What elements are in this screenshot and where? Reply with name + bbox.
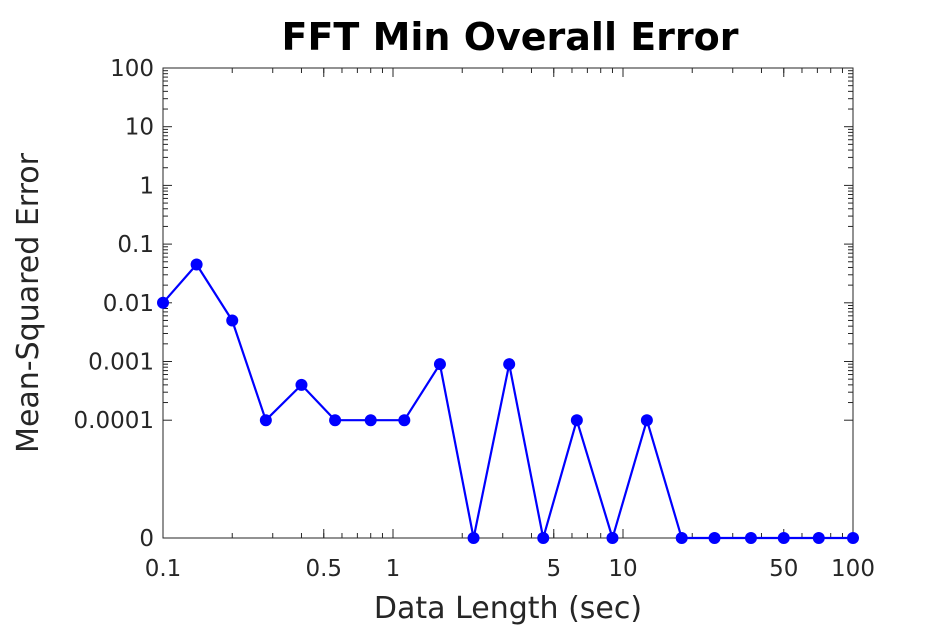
x-tick-label: 5 <box>546 556 561 582</box>
y-tick-label: 1 <box>139 173 154 199</box>
data-point <box>190 258 203 271</box>
x-axis-label: Data Length (sec) <box>374 591 642 626</box>
y-tick-label: 0.01 <box>103 291 154 317</box>
x-tick-label: 50 <box>769 556 798 582</box>
x-tick-label: 0.1 <box>145 556 182 582</box>
data-point <box>467 532 480 544</box>
data-point <box>777 532 790 544</box>
x-tick-label: 10 <box>608 556 637 582</box>
x-tick-label: 1 <box>386 556 401 582</box>
data-point <box>433 358 446 371</box>
data-point <box>847 532 859 544</box>
data-point <box>675 532 688 544</box>
y-tick-label: 10 <box>125 115 154 141</box>
data-point <box>744 532 757 544</box>
data-point <box>295 378 308 391</box>
y-tick-label: 0.1 <box>117 232 154 258</box>
y-axis-label: Mean-Squared Error <box>11 152 46 453</box>
data-point <box>812 532 825 544</box>
data-point <box>708 532 721 544</box>
data-point <box>259 414 272 427</box>
y-tick-label: 100 <box>110 56 154 82</box>
x-tick-label: 0.5 <box>305 556 342 582</box>
x-tick-label: 100 <box>831 556 875 582</box>
chart-title: FFT Min Overall Error <box>282 15 739 59</box>
x-axis: 0.1 0.5 1 5 10 50 100 <box>145 68 875 582</box>
data-point <box>640 414 653 427</box>
series-group <box>157 258 859 544</box>
data-point <box>503 358 516 371</box>
data-point <box>364 414 377 427</box>
data-point <box>226 314 239 327</box>
data-point <box>398 414 411 427</box>
y-axis: 0 0.0001 0.001 0.01 0.1 1 10 100 <box>74 56 853 552</box>
y-tick-label: 0 <box>139 526 154 552</box>
data-point <box>570 414 583 427</box>
data-point <box>157 296 169 309</box>
y-tick-label: 0.001 <box>88 350 154 376</box>
plot-area <box>162 67 854 539</box>
data-point <box>606 532 619 544</box>
data-point <box>329 414 342 427</box>
data-point <box>537 532 550 544</box>
y-tick-label: 0.0001 <box>74 408 154 434</box>
